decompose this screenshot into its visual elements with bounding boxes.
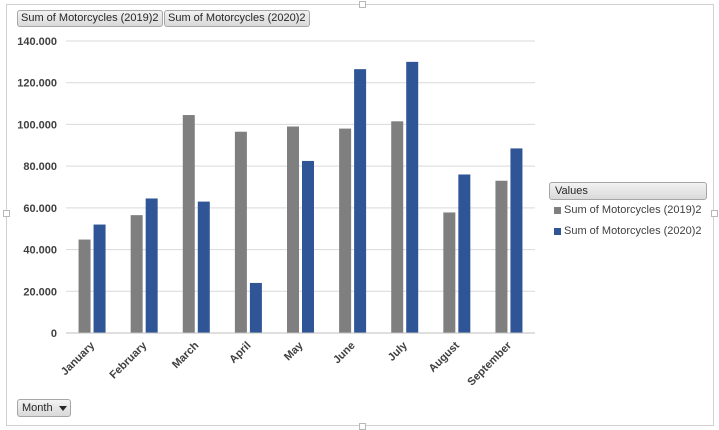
x-tick-label: June <box>331 340 358 367</box>
bar-2020-july[interactable] <box>406 61 419 333</box>
dropdown-arrow-icon[interactable] <box>58 405 67 411</box>
resize-handle-right[interactable] <box>711 210 718 217</box>
legend-item-2019[interactable]: Sum of Motorcycles (2019)2 <box>549 200 707 221</box>
x-tick-label: January <box>59 339 98 378</box>
month-axis-field-button[interactable]: Month <box>17 399 71 417</box>
bar-2020-september[interactable] <box>510 148 523 333</box>
bar-2019-june[interactable] <box>339 128 352 333</box>
resize-handle-top[interactable] <box>359 1 366 8</box>
y-tick-label: 80.000 <box>23 161 57 173</box>
legend-swatch-2019 <box>554 207 561 214</box>
bar-2019-february[interactable] <box>130 215 143 333</box>
legend[interactable]: Values Sum of Motorcycles (2019)2 Sum of… <box>549 182 707 242</box>
y-tick-label: 100.000 <box>17 119 57 131</box>
bar-2020-march[interactable] <box>197 201 210 333</box>
y-tick-label: 120.000 <box>17 78 57 90</box>
value-field-button-2020[interactable]: Sum of Motorcycles (2020)2 <box>164 10 310 27</box>
x-tick-label: April <box>227 340 253 366</box>
bar-2020-april[interactable] <box>249 282 262 333</box>
legend-header: Values <box>549 182 707 200</box>
y-tick-label: 0 <box>51 328 57 340</box>
value-field-button-2019[interactable]: Sum of Motorcycles (2019)2 <box>17 10 163 27</box>
y-tick-label: 20.000 <box>23 286 57 298</box>
y-tick-label: 60.000 <box>23 203 57 215</box>
x-tick-label: August <box>427 339 463 375</box>
x-tick-label: May <box>282 339 306 363</box>
bar-2019-may[interactable] <box>287 126 299 333</box>
bar-2019-january[interactable] <box>78 239 91 333</box>
bar-2019-april[interactable] <box>234 131 247 333</box>
bar-2020-may[interactable] <box>302 160 314 333</box>
legend-item-2020[interactable]: Sum of Motorcycles (2020)2 <box>549 221 707 242</box>
y-tick-label: 140.000 <box>17 36 57 48</box>
bar-2020-august[interactable] <box>458 174 471 333</box>
bar-2020-january[interactable] <box>93 224 106 333</box>
y-tick-label: 40.000 <box>23 245 57 257</box>
bar-2019-september[interactable] <box>495 180 508 333</box>
bar-2020-february[interactable] <box>145 198 158 333</box>
bar-2019-march[interactable] <box>182 115 195 334</box>
x-tick-label: September <box>465 339 514 388</box>
bar-2020-june[interactable] <box>354 69 367 334</box>
bar-2019-august[interactable] <box>443 212 456 333</box>
x-tick-label: July <box>386 339 411 364</box>
x-tick-label: February <box>108 339 150 381</box>
legend-label-2019: Sum of Motorcycles (2019)2 <box>564 204 702 216</box>
bar-2019-july[interactable] <box>391 121 404 333</box>
month-axis-field-label: Month <box>22 402 53 414</box>
legend-label-2020: Sum of Motorcycles (2020)2 <box>564 225 702 237</box>
legend-swatch-2020 <box>554 228 561 235</box>
resize-handle-left[interactable] <box>3 210 10 217</box>
x-tick-label: March <box>170 339 202 371</box>
